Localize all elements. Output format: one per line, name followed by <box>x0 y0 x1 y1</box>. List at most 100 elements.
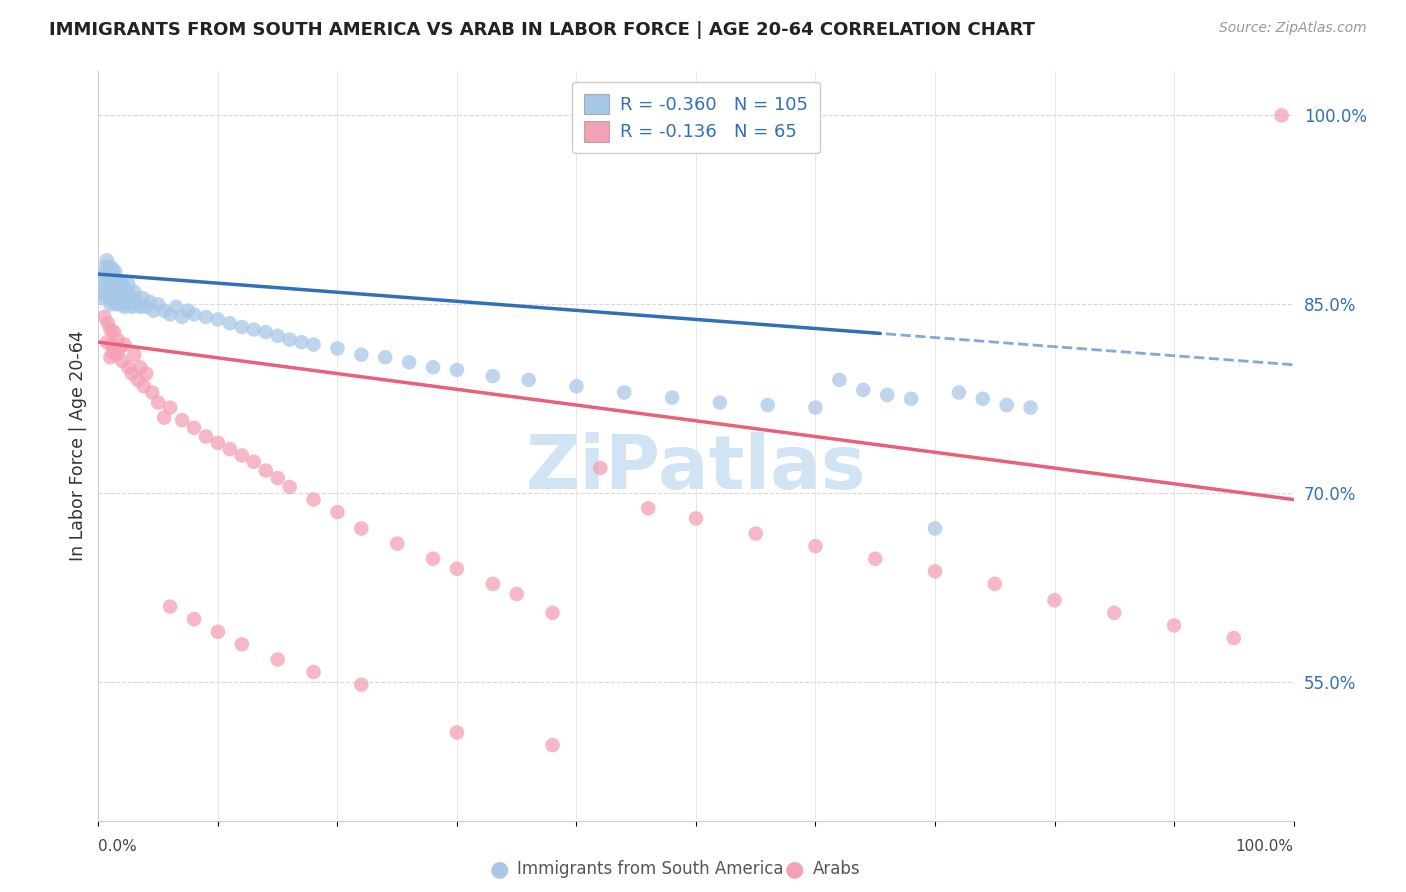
Point <box>91 282 114 296</box>
Point <box>398 355 420 369</box>
Point <box>302 492 325 507</box>
Point <box>1223 631 1246 645</box>
Legend: R = -0.360   N = 105, R = -0.136   N = 65: R = -0.360 N = 105, R = -0.136 N = 65 <box>572 82 820 153</box>
Point <box>243 455 266 469</box>
Point <box>254 464 277 478</box>
Point <box>118 297 141 311</box>
Point <box>98 266 121 280</box>
Point <box>94 278 117 293</box>
Point <box>153 410 176 425</box>
Point <box>1019 401 1042 415</box>
Point <box>177 303 200 318</box>
Point <box>984 577 1007 591</box>
Point <box>267 652 290 666</box>
Point <box>107 278 129 293</box>
Point <box>105 272 128 286</box>
Point <box>107 291 129 305</box>
Point <box>104 290 127 304</box>
Text: 0.0%: 0.0% <box>98 839 138 855</box>
Point <box>96 285 118 299</box>
Point <box>326 342 349 356</box>
Point <box>96 269 118 284</box>
Point <box>148 297 170 311</box>
Point <box>1043 593 1066 607</box>
Text: Arabs: Arabs <box>813 860 860 878</box>
Point <box>127 373 149 387</box>
Point <box>661 391 683 405</box>
Point <box>172 310 194 324</box>
Point <box>114 300 136 314</box>
Point <box>541 738 564 752</box>
Point <box>101 275 124 289</box>
Point <box>108 294 131 309</box>
Point <box>100 337 122 351</box>
Point <box>637 501 659 516</box>
Point <box>142 303 165 318</box>
Point <box>97 316 120 330</box>
Point <box>153 303 176 318</box>
Point <box>219 316 242 330</box>
Point <box>267 328 290 343</box>
Point <box>117 360 139 375</box>
Point <box>852 383 875 397</box>
Point <box>98 285 122 299</box>
Point <box>278 480 301 494</box>
Point <box>446 725 468 739</box>
Point <box>207 624 229 639</box>
Point <box>111 297 134 311</box>
Point <box>972 392 994 406</box>
Point <box>302 337 325 351</box>
Point <box>94 266 117 280</box>
Point <box>589 461 612 475</box>
Point <box>135 367 157 381</box>
Text: 100.0%: 100.0% <box>1236 839 1294 855</box>
Point <box>124 285 146 299</box>
Point <box>326 505 349 519</box>
Point <box>613 385 636 400</box>
Point <box>111 285 134 299</box>
Point <box>124 348 146 362</box>
Point <box>110 290 132 304</box>
Point <box>103 282 125 296</box>
Point <box>1163 618 1185 632</box>
Point <box>104 264 127 278</box>
Point <box>446 562 468 576</box>
Point <box>139 294 162 309</box>
Text: IMMIGRANTS FROM SOUTH AMERICA VS ARAB IN LABOR FORCE | AGE 20-64 CORRELATION CHA: IMMIGRANTS FROM SOUTH AMERICA VS ARAB IN… <box>49 21 1035 38</box>
Point <box>132 379 155 393</box>
Point <box>121 300 143 314</box>
Point <box>97 275 120 289</box>
Point <box>924 521 946 535</box>
Point <box>107 333 129 347</box>
Point <box>117 277 139 292</box>
Point <box>98 322 122 336</box>
Point <box>98 291 121 305</box>
Text: ●: ● <box>489 859 509 879</box>
Point <box>94 260 117 274</box>
Point <box>105 297 128 311</box>
Point <box>1104 606 1126 620</box>
Y-axis label: In Labor Force | Age 20-64: In Labor Force | Age 20-64 <box>69 331 87 561</box>
Point <box>112 291 135 305</box>
Point <box>350 348 373 362</box>
Point <box>481 369 505 384</box>
Point <box>207 312 229 326</box>
Point <box>111 354 134 368</box>
Point <box>108 282 131 296</box>
Point <box>101 345 124 359</box>
Text: ZiPatlas: ZiPatlas <box>526 432 866 505</box>
Point <box>131 291 153 305</box>
Point <box>745 526 768 541</box>
Point <box>93 287 115 301</box>
Point <box>93 310 115 324</box>
Point <box>114 287 136 301</box>
Point <box>254 325 277 339</box>
Point <box>685 511 707 525</box>
Point <box>105 348 128 362</box>
Point <box>900 392 922 406</box>
Point <box>115 285 138 299</box>
Point <box>172 413 194 427</box>
Point <box>115 294 138 309</box>
Point <box>231 449 253 463</box>
Point <box>127 297 149 311</box>
